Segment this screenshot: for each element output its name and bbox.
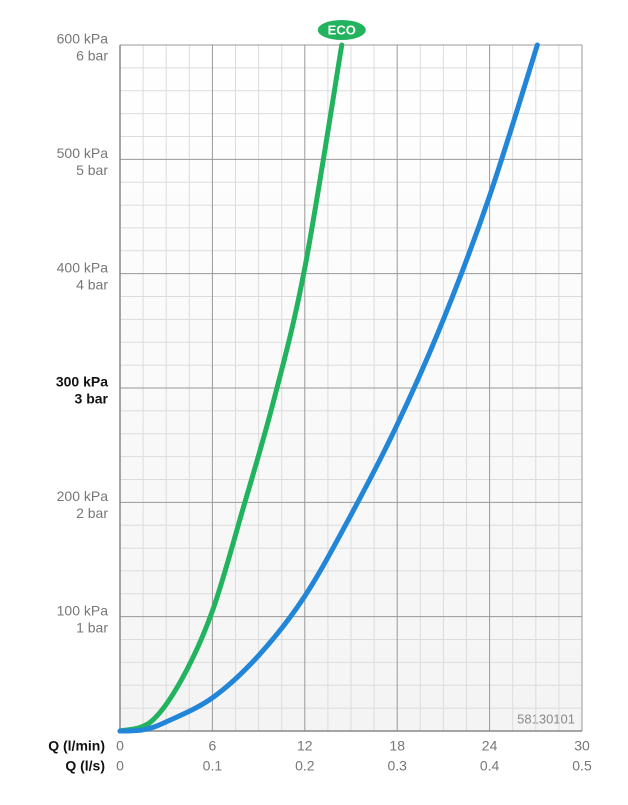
y2-tick-label: 1 bar — [76, 619, 108, 635]
x2-tick-label: 0.4 — [480, 758, 500, 774]
y-tick-label: 400 kPa — [57, 259, 109, 275]
x2-tick-label: 0.2 — [295, 758, 315, 774]
x-tick-label: 30 — [574, 738, 590, 754]
annotation: 58130101 — [517, 711, 575, 726]
x-axis-title: Q (l/min) — [48, 738, 105, 754]
series-line — [117, 42, 345, 734]
x-tick-label: 6 — [209, 738, 217, 754]
legend-label: ECO — [328, 22, 356, 37]
x-tick-label: 12 — [297, 738, 313, 754]
x2-tick-label: 0.3 — [387, 758, 407, 774]
legend-badge — [317, 20, 366, 40]
x2-tick-label: 0 — [116, 758, 124, 774]
y-tick-label: 500 kPa — [57, 145, 109, 161]
x2-axis-title: Q (l/s) — [65, 758, 105, 774]
x-tick-label: 18 — [389, 738, 405, 754]
y2-tick-label: 5 bar — [76, 162, 108, 178]
x-tick-label: 24 — [482, 738, 498, 754]
y-tick-label: 600 kPa — [57, 31, 109, 47]
x-tick-label: 0 — [116, 738, 124, 754]
y2-tick-label: 6 bar — [76, 48, 108, 64]
x2-tick-label: 0.1 — [203, 758, 223, 774]
series-line — [117, 42, 540, 734]
y2-tick-label: 2 bar — [76, 505, 108, 521]
y-tick-label: 300 kPa — [56, 374, 108, 390]
x2-tick-label: 0.5 — [572, 758, 592, 774]
y2-tick-label: 3 bar — [75, 391, 109, 407]
y-tick-label: 200 kPa — [57, 488, 109, 504]
y-tick-label: 100 kPa — [57, 602, 109, 618]
y2-tick-label: 4 bar — [76, 276, 108, 292]
